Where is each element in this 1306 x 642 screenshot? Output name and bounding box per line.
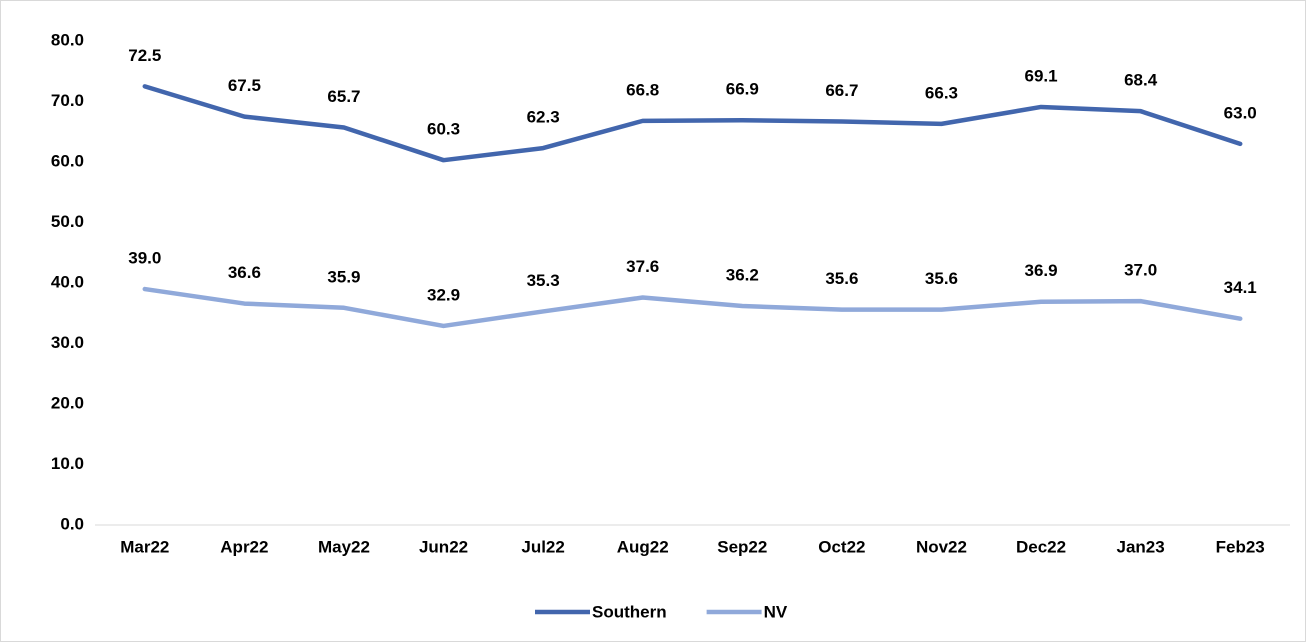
data-label: 66.3 (925, 83, 958, 102)
y-tick-label: 40.0 (51, 272, 84, 291)
y-tick-label: 70.0 (51, 91, 84, 110)
x-tick-label: Nov22 (916, 537, 967, 556)
data-label: 35.3 (527, 271, 560, 290)
series-line (142, 84, 1243, 163)
data-label: 72.5 (128, 46, 161, 65)
data-label: 60.3 (427, 120, 460, 139)
data-label: 66.7 (825, 81, 858, 100)
x-tick-label: Feb23 (1216, 537, 1265, 556)
x-tick-label: Oct22 (818, 537, 865, 556)
x-tick-label: Jan23 (1117, 537, 1165, 556)
legend-label: Southern (592, 602, 667, 621)
legend-label: NV (764, 602, 788, 621)
data-label: 36.6 (228, 263, 261, 282)
data-label: 63.0 (1224, 103, 1257, 122)
data-label: 39.0 (128, 249, 161, 268)
x-tick-label: Jul22 (521, 537, 564, 556)
data-label: 36.9 (1024, 261, 1057, 280)
data-label: 37.0 (1124, 261, 1157, 280)
x-tick-label: Mar22 (120, 537, 169, 556)
series-line (142, 286, 1243, 329)
data-label: 65.7 (327, 87, 360, 106)
y-tick-label: 20.0 (51, 393, 84, 412)
x-tick-label: Sep22 (717, 537, 767, 556)
data-label: 36.2 (726, 265, 759, 284)
y-tick-label: 80.0 (51, 30, 84, 49)
y-tick-label: 30.0 (51, 333, 84, 352)
y-tick-label: 50.0 (51, 212, 84, 231)
y-tick-label: 60.0 (51, 151, 84, 170)
data-label: 35.9 (327, 267, 360, 286)
data-label: 66.8 (626, 80, 659, 99)
data-label: 32.9 (427, 285, 460, 304)
x-tick-label: Jun22 (419, 537, 468, 556)
data-label: 35.6 (825, 269, 858, 288)
data-label: 34.1 (1224, 278, 1257, 297)
y-tick-label: 0.0 (60, 514, 84, 533)
data-label: 62.3 (527, 108, 560, 127)
data-label: 66.9 (726, 80, 759, 99)
x-tick-label: May22 (318, 537, 370, 556)
data-label: 68.4 (1124, 71, 1158, 90)
data-label: 67.5 (228, 76, 261, 95)
data-label: 35.6 (925, 269, 958, 288)
x-tick-label: Aug22 (617, 537, 669, 556)
data-label: 37.6 (626, 257, 659, 276)
data-label: 69.1 (1024, 66, 1057, 85)
y-tick-label: 10.0 (51, 454, 84, 473)
x-tick-label: Apr22 (220, 537, 268, 556)
x-tick-label: Dec22 (1016, 537, 1066, 556)
